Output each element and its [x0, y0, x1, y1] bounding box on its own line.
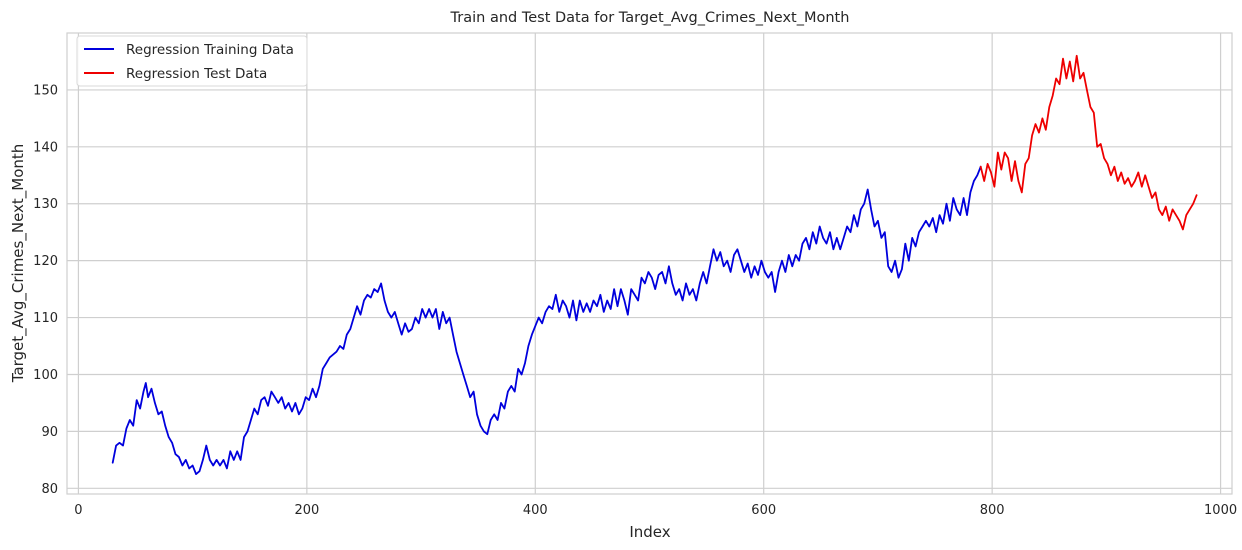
chart-title: Train and Test Data for Target_Avg_Crime…: [450, 10, 850, 26]
legend: Regression Training Data Regression Test…: [76, 35, 308, 87]
y-tick-label: 130: [33, 197, 58, 212]
plot-frame: [66, 32, 1233, 495]
y-tick-label: 80: [41, 482, 58, 497]
series-lines: [111, 54, 1198, 475]
x-tick-label: 600: [751, 503, 776, 518]
x-tick-label: 0: [74, 503, 82, 518]
y-tick-label: 110: [33, 311, 58, 326]
y-tick-label: 100: [33, 368, 58, 383]
x-tick-label: 200: [294, 503, 319, 518]
plot-area: [67, 33, 1232, 494]
y-tick-label: 120: [33, 254, 58, 269]
x-tick-label: 800: [980, 503, 1005, 518]
legend-label-test: Regression Test Data: [126, 66, 267, 82]
y-axis-label: Target_Avg_Crimes_Next_Month: [9, 144, 28, 384]
x-tick-label: 400: [523, 503, 548, 518]
x-tick-labels: 0 200 400 600 800 1000: [74, 503, 1237, 518]
series-line-test: [979, 54, 1198, 231]
legend-box: [76, 35, 308, 87]
y-tick-label: 140: [33, 140, 58, 155]
y-tick-label: 150: [33, 83, 58, 98]
x-tick-label: 1000: [1204, 503, 1237, 518]
x-axis-label: Index: [629, 523, 670, 541]
y-tick-label: 90: [41, 425, 58, 440]
series-line-training: [111, 165, 982, 475]
grid-lines: [67, 33, 1232, 494]
legend-label-training: Regression Training Data: [126, 42, 294, 58]
y-tick-labels: 80 90 100 110 120 130 140 150: [33, 83, 58, 496]
